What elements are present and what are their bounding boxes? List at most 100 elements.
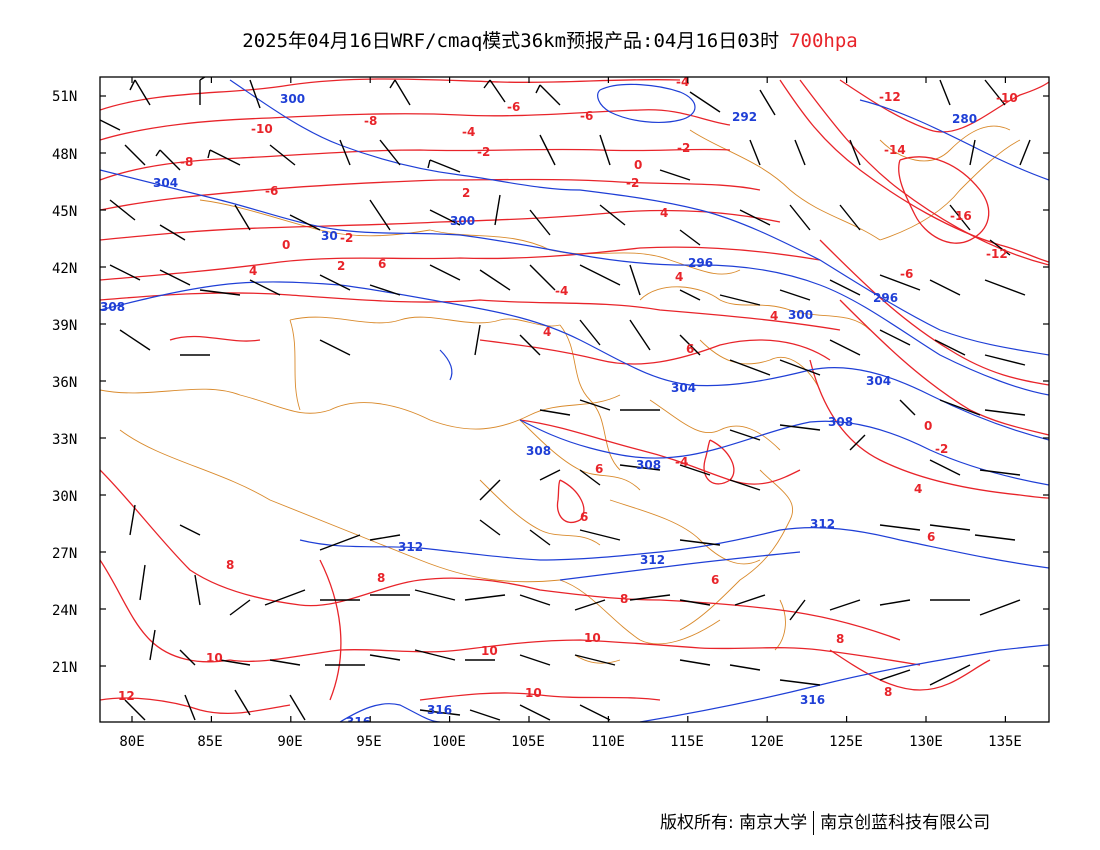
copyright: 版权所有: 南京大学 南京创蓝科技有限公司 [660, 808, 990, 835]
temp-label: 4 [770, 309, 778, 323]
temp-label: 2 [337, 259, 345, 273]
lat-label: 42N [52, 261, 77, 277]
height-label: 296 [873, 291, 898, 305]
temp-label: 8 [377, 571, 385, 585]
height-label: 316 [427, 703, 452, 717]
temp-label: 12 [118, 689, 135, 703]
title-main: 2025年04月16日WRF/cmaq模式36km预报产品:04月16日03时 [242, 30, 780, 52]
lon-label: 80E [119, 734, 144, 750]
temp-label: -4 [462, 125, 475, 139]
temp-label: 6 [686, 342, 694, 356]
title-level: 700hpa [789, 30, 858, 52]
lat-label: 30N [52, 489, 77, 505]
temperature-isotherms [100, 78, 1049, 715]
height-label: 292 [732, 110, 757, 124]
lat-label: 21N [52, 660, 77, 676]
temp-label: 10 [584, 631, 601, 645]
lon-label: 90E [277, 734, 302, 750]
height-label: 300 [450, 214, 475, 228]
temp-label: 6 [711, 573, 719, 587]
height-label: 296 [688, 256, 713, 270]
height-label: 316 [800, 693, 825, 707]
temp-label: -10 [251, 122, 273, 136]
temp-label: 4 [660, 206, 668, 220]
tick-marks [100, 77, 1049, 722]
copyright-separator [813, 811, 815, 835]
lon-label: 100E [432, 734, 466, 750]
height-label: 308 [526, 444, 551, 458]
temp-label: -14 [884, 143, 906, 157]
temp-label: -16 [950, 209, 972, 223]
lon-label: 130E [909, 734, 943, 750]
temp-label: -4 [675, 455, 688, 469]
height-label: 312 [810, 517, 835, 531]
lat-label: 24N [52, 603, 77, 619]
temp-label: 4 [249, 264, 257, 278]
lon-labels: 80E 85E 90E 95E 100E 105E 110E 115E 120E… [119, 734, 1022, 750]
plot-frame [99, 76, 1050, 723]
height-label: 300 [788, 308, 813, 322]
lon-label: 120E [750, 734, 784, 750]
wind-barbs [100, 77, 1031, 721]
lat-label: 51N [52, 89, 77, 105]
lon-label: 95E [356, 734, 381, 750]
temp-label: -2 [340, 231, 353, 245]
lat-label: 45N [52, 204, 77, 220]
height-label: 308 [828, 415, 853, 429]
height-label: 308 [636, 458, 661, 472]
height-label: 300 [280, 92, 305, 106]
temp-label: -6 [580, 109, 593, 123]
lat-label: 33N [52, 432, 77, 448]
temp-label: 8 [226, 558, 234, 572]
height-label: 312 [398, 540, 423, 554]
height-label: 308 [100, 300, 125, 314]
lon-label: 125E [829, 734, 863, 750]
temp-label: -8 [364, 114, 377, 128]
temp-label: 10 [481, 644, 498, 658]
temp-label: 6 [378, 257, 386, 271]
lat-label: 27N [52, 546, 77, 562]
copyright-left: 版权所有: 南京大学 [660, 813, 808, 833]
height-label: 316 [346, 715, 371, 729]
lon-label: 85E [197, 734, 222, 750]
temperature-labels: -4 -6 -8 -10 -12 -10 -8 -4 -2 -2 0 -2 -1… [118, 75, 1018, 703]
border-lines [100, 125, 1021, 664]
plot-area: -4 -6 -8 -10 -12 -10 -8 -4 -2 -2 0 -2 -1… [100, 75, 1049, 729]
temp-label: -6 [265, 184, 278, 198]
height-label: 312 [640, 553, 665, 567]
lon-label: 110E [591, 734, 625, 750]
temp-label: 10 [525, 686, 542, 700]
copyright-right: 南京创蓝科技有限公司 [820, 813, 991, 833]
temp-label: 0 [634, 158, 642, 172]
temp-label: 4 [675, 270, 683, 284]
lon-label: 135E [988, 734, 1022, 750]
lat-label: 36N [52, 375, 77, 391]
temp-label: -4 [676, 75, 689, 89]
temp-label: -2 [477, 145, 490, 159]
temp-label: -8 [180, 155, 193, 169]
height-label: 304 [153, 176, 178, 190]
temp-label: -6 [900, 267, 913, 281]
temp-label: 0 [924, 419, 932, 433]
lat-label: 39N [52, 318, 77, 334]
temp-label: 0 [282, 238, 290, 252]
height-label: 30 [321, 229, 338, 243]
height-label: 304 [866, 374, 891, 388]
temp-label: -12 [986, 247, 1008, 261]
temp-label: 4 [914, 482, 922, 496]
temp-label: -2 [935, 442, 948, 456]
lon-label: 115E [670, 734, 704, 750]
height-label: 280 [952, 112, 977, 126]
temp-label: -6 [507, 100, 520, 114]
temp-label: 10 [206, 651, 223, 665]
lat-label: 48N [52, 147, 77, 163]
temp-label: -12 [879, 90, 901, 104]
temp-label: 8 [836, 632, 844, 646]
temp-label: -10 [996, 91, 1018, 105]
temp-label: -2 [626, 176, 639, 190]
temp-label: 6 [595, 462, 603, 476]
temp-label: 6 [580, 510, 588, 524]
temp-label: 4 [543, 325, 551, 339]
geopotential-labels: 300 292 280 304 300 30 296 296 308 300 3… [100, 92, 977, 729]
